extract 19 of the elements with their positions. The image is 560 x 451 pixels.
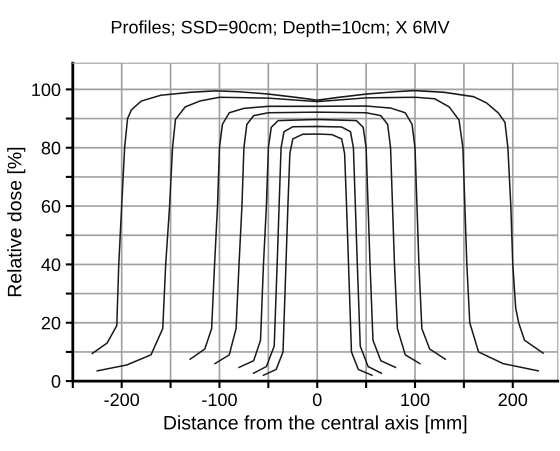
y-axis-title: Relative dose [%]	[7, 148, 26, 296]
y-tick-label: 80	[42, 142, 60, 154]
y-tick-label: 20	[42, 316, 60, 330]
y-tick-label: 40	[41, 258, 60, 272]
y-tick-label: 100	[32, 83, 60, 96]
x-tick-label: -200	[104, 393, 140, 406]
x-tick-label: -100	[202, 393, 237, 406]
line-series	[262, 133, 373, 376]
x-tick-label: 100	[401, 393, 430, 406]
line-series	[238, 118, 396, 368]
chart-title: Profiles; SSD=90cm; Depth=10cm; X 6MV	[112, 20, 450, 38]
line-series	[214, 111, 421, 364]
y-tick-label: 0	[52, 375, 60, 388]
x-axis-title: Distance from the central axis [mm]	[164, 415, 466, 434]
line-series	[189, 105, 446, 360]
x-tick-label: 0	[312, 393, 322, 406]
line-series	[252, 126, 382, 374]
y-tick-label: 60	[42, 200, 60, 213]
x-tick-label: 200	[498, 393, 528, 406]
